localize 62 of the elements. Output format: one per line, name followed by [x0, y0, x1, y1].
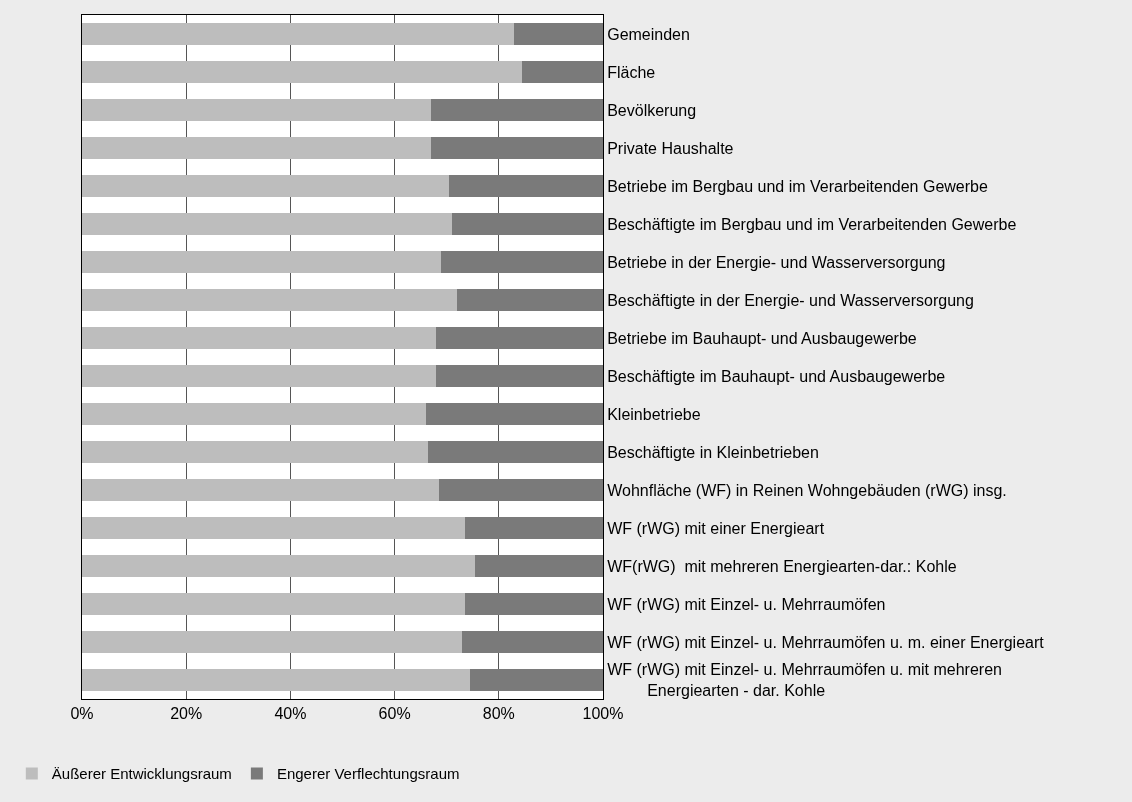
bar: [82, 668, 471, 692]
y-tick-label: Bevölkerung: [607, 101, 697, 119]
x-tick-label: 40%: [274, 705, 307, 723]
bar: [431, 98, 603, 122]
bar: [82, 212, 452, 236]
bar: [514, 22, 603, 46]
bar: [82, 402, 426, 426]
y-tick-label: Beschäftigte in der Energie- und Wasserversorgung: [607, 291, 974, 309]
bar: [431, 136, 603, 160]
bar: [438, 478, 603, 502]
legend-label: Äußerer Entwicklungsraum: [51, 765, 232, 783]
bar: [82, 630, 463, 654]
bar: [82, 440, 429, 464]
bar: [428, 440, 603, 464]
bar: [449, 174, 603, 198]
bar: [82, 98, 432, 122]
bar: [82, 516, 465, 540]
bar: [464, 516, 603, 540]
x-tick-label: 0%: [70, 705, 94, 723]
bar: [82, 136, 432, 160]
bar: [82, 22, 515, 46]
x-tick-label: 60%: [378, 705, 411, 723]
y-tick-label: Wohnfläche (WF) in Reinen Wohngebäuden (rWG) insg.: [607, 481, 1007, 499]
x-tick-label: 80%: [482, 705, 515, 723]
bar: [436, 326, 603, 350]
bar: [522, 60, 603, 84]
y-tick-label: Kleinbetriebe: [607, 405, 701, 423]
y-tick-label: Fläche: [607, 63, 656, 81]
y-tick-label: Beschäftigte im Bauhaupt- und Ausbaugewerbe: [607, 367, 946, 385]
y-tick-label: Gemeinden: [607, 25, 690, 43]
y-tick-label: WF(rWG) mit mehreren Energiearten-dar.: Kohle: [607, 557, 957, 575]
bar: [436, 364, 603, 388]
y-tick-label: Betriebe im Bauhaupt- und Ausbaugewerbe: [607, 329, 917, 347]
y-tick-label: Beschäftigte in Kleinbetrieben: [607, 443, 819, 461]
y-tick-label: Betriebe in der Energie- und Wasserversorgung: [607, 253, 946, 271]
bar: [451, 212, 603, 236]
bar: [82, 326, 437, 350]
bar: [462, 630, 603, 654]
bar: [82, 554, 476, 578]
y-tick-label: WF (rWG) mit einer Energieart: [607, 519, 825, 537]
bar: [82, 174, 450, 198]
bar: [464, 592, 603, 616]
y-tick-label: Private Haushalte: [607, 139, 734, 157]
y-tick-label: WF (rWG) mit Einzel- u. Mehrraumöfen: [607, 595, 886, 613]
bar: [475, 554, 603, 578]
bar: [470, 668, 603, 692]
y-tick-label: Beschäftigte im Bergbau und im Verarbeitenden Gewerbe: [607, 215, 1017, 233]
bar: [82, 250, 442, 274]
bar: [441, 250, 603, 274]
bar: [82, 592, 465, 616]
x-tick-label: 20%: [170, 705, 203, 723]
x-tick-label: 100%: [582, 705, 624, 723]
bar: [82, 60, 523, 84]
bar: [425, 402, 603, 426]
y-tick-label: Betriebe im Bergbau und im Verarbeitenden Gewerbe: [607, 177, 988, 195]
legend-label: Engerer Verflechtungsraum: [276, 765, 460, 783]
bar: [82, 364, 437, 388]
y-tick-label: WF (rWG) mit Einzel- u. Mehrraumöfen u. mit mehreren Energiearten - dar. Kohle: [607, 661, 1002, 699]
bar: [457, 288, 603, 312]
bar: [82, 288, 458, 312]
bar: [82, 478, 439, 502]
y-tick-label: WF (rWG) mit Einzel- u. Mehrraumöfen u. m. einer Energieart: [607, 633, 1045, 651]
